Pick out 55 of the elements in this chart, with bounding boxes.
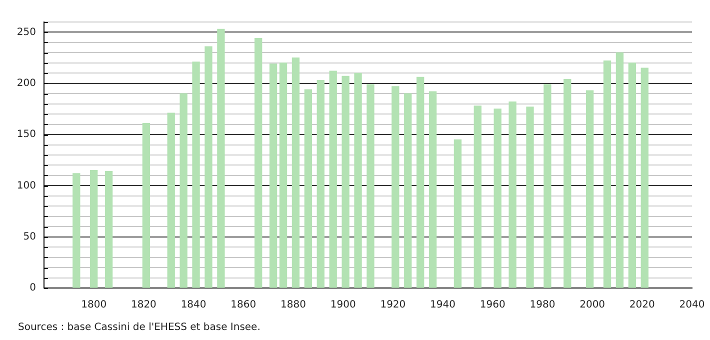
bar (640, 68, 648, 288)
bar (392, 86, 400, 288)
bar (104, 171, 113, 288)
x-tick-label: 1920 (380, 300, 406, 311)
bar (544, 84, 552, 288)
bar (72, 173, 80, 288)
x-tick-label: 2020 (629, 300, 655, 311)
bar (279, 62, 288, 288)
bar (404, 93, 412, 288)
x-tick-label: 1840 (180, 300, 206, 311)
x-tick-label: 1800 (81, 300, 107, 311)
bar (90, 170, 98, 288)
source-note: Sources : base Cassini de l'EHESS et base Insee. (18, 322, 262, 333)
y-tick-label: 100 (16, 180, 36, 192)
bar (628, 62, 636, 288)
bar (603, 60, 612, 288)
x-tick-label: 2040 (679, 300, 705, 311)
bar (616, 52, 624, 288)
bar (416, 76, 424, 288)
y-tick-label: 250 (16, 26, 36, 38)
x-tick-label: 1880 (280, 300, 306, 311)
bar (342, 76, 350, 288)
bar (354, 72, 362, 288)
bar (508, 101, 516, 288)
bar (180, 93, 188, 288)
bar (142, 122, 150, 288)
bar (316, 80, 324, 288)
bar (167, 112, 175, 288)
x-tick-label: 1820 (130, 300, 156, 311)
x-tick-label: 2000 (580, 300, 606, 311)
bar (192, 62, 200, 288)
bar (428, 91, 437, 288)
x-tick-label: 1860 (230, 300, 256, 311)
bar (586, 90, 594, 288)
bar (292, 57, 300, 288)
bar (269, 64, 278, 288)
bar (366, 84, 374, 288)
bar (329, 70, 337, 288)
bar (526, 106, 534, 288)
bar (494, 108, 502, 288)
x-tick-label: 1940 (430, 300, 456, 311)
bar (564, 78, 572, 288)
bar (304, 89, 312, 288)
bar (204, 46, 212, 288)
y-tick-label: 200 (16, 78, 36, 89)
x-tick-label: 1900 (330, 300, 356, 311)
bar (474, 106, 482, 288)
y-tick-label: 0 (30, 282, 36, 294)
bar (217, 28, 225, 288)
x-tick-label: 1980 (530, 300, 556, 311)
x-tick-label: 1960 (480, 300, 506, 311)
bar (254, 38, 262, 288)
bar (454, 139, 462, 288)
y-tick-label: 50 (23, 231, 36, 242)
y-tick-label: 150 (16, 129, 36, 140)
